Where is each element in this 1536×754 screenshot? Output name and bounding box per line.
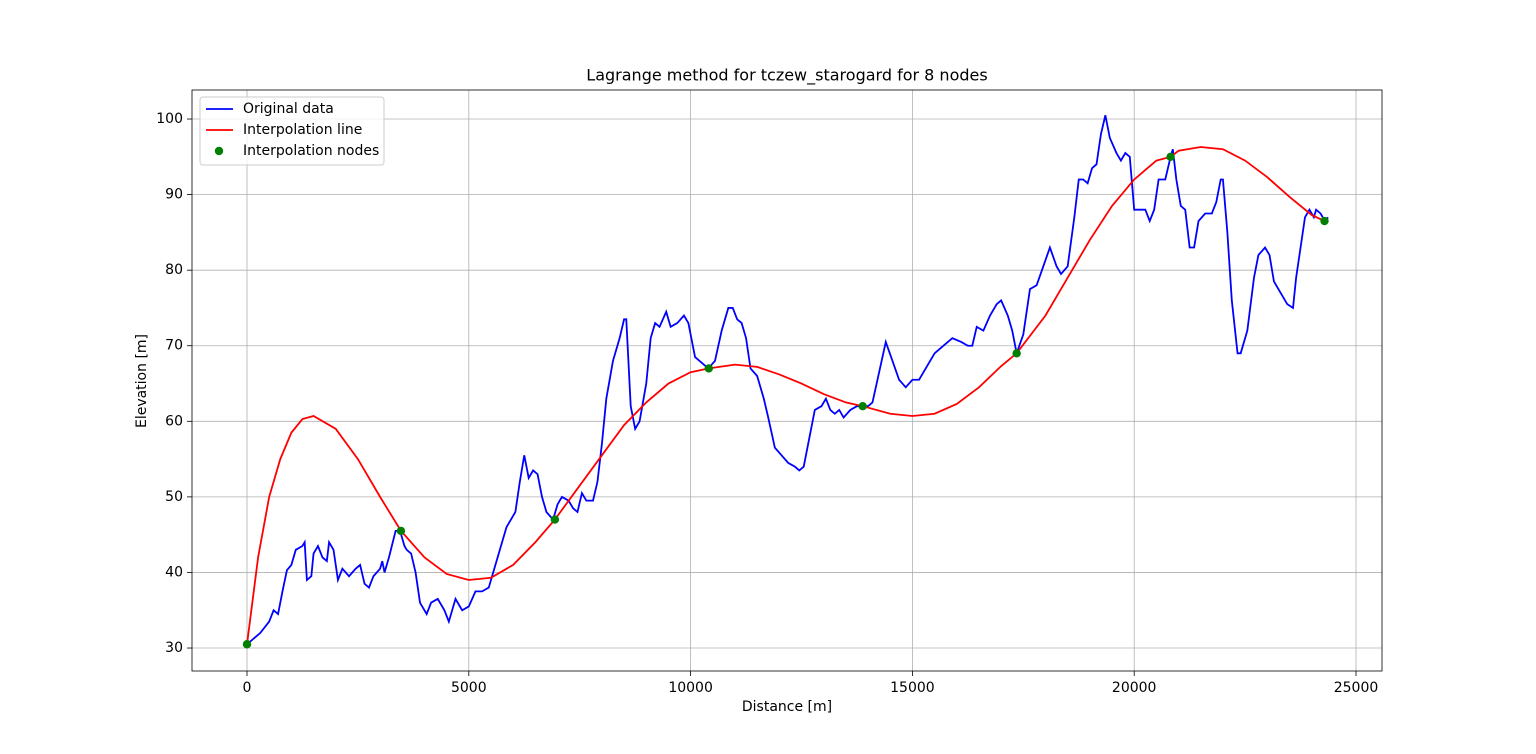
legend-marker (214, 146, 224, 156)
y-tick-label: 80 (165, 262, 183, 278)
x-tick-label: 15000 (890, 680, 935, 696)
data-point (704, 364, 713, 373)
data-point (550, 515, 560, 524)
legend-box (199, 96, 385, 166)
y-tick-label: 100 (156, 111, 183, 127)
y-tick-label: 50 (165, 489, 183, 505)
x-tick-label: 10000 (668, 680, 713, 696)
y-tick-label: 30 (165, 640, 183, 656)
data-line (246, 115, 1329, 645)
data-point (1012, 349, 1021, 358)
x-tick-label: 25000 (1334, 680, 1379, 696)
data-point (396, 526, 406, 536)
legend: Original data Interpolation line Interpola… (199, 96, 385, 166)
data-point (858, 401, 867, 411)
data-point (1320, 216, 1329, 226)
x-tick-label: 20000 (1112, 680, 1157, 696)
x-tick-label: 5000 (451, 680, 487, 696)
legend-label: Original data (243, 101, 334, 117)
data-line (246, 146, 1325, 645)
data-point (242, 640, 252, 649)
y-tick-label: 60 (165, 413, 183, 429)
legend-label: Interpolation line (243, 122, 362, 138)
x-tick-label: 0 (243, 680, 252, 696)
axes-frame (191, 89, 1383, 672)
y-tick-label: 40 (165, 564, 183, 580)
y-tick-label: 70 (165, 338, 183, 354)
y-tick-label: 90 (165, 187, 183, 203)
chart-title: Lagrange method for tczew_starogard for … (586, 66, 987, 86)
legend-label: Interpolation nodes (243, 143, 379, 159)
data-point (1166, 152, 1175, 162)
x-axis-label: Distance [m] (742, 699, 832, 715)
y-axis-label: Elevation [m] (134, 334, 150, 428)
